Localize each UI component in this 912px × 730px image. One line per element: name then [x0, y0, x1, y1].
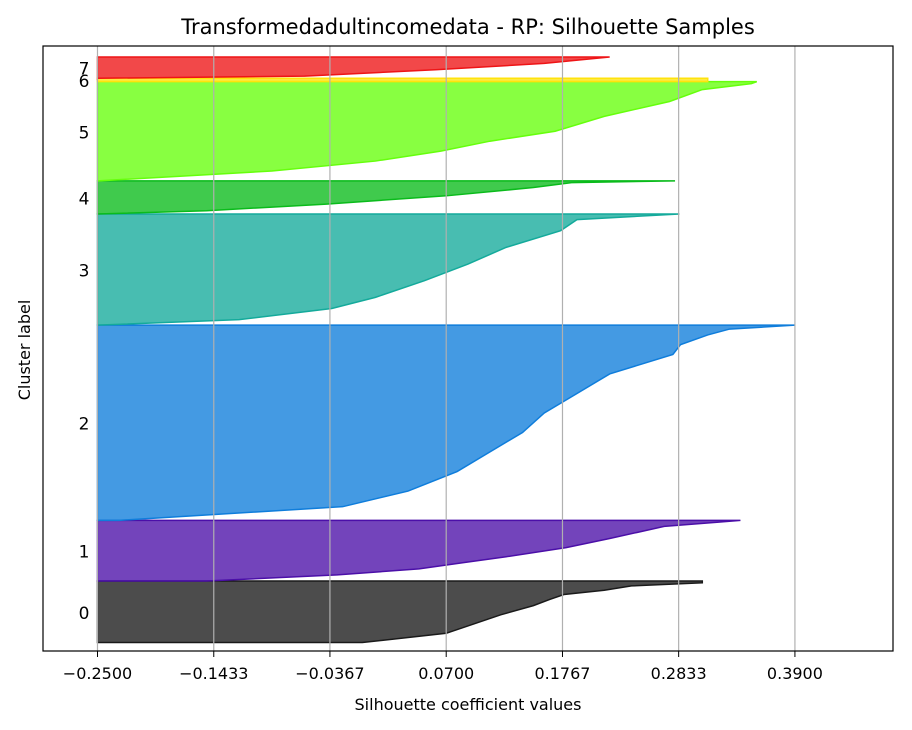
chart-title: Transformedadultincomedata - RP: Silhoue… [180, 15, 755, 39]
x-tick-label: 0.0700 [418, 664, 474, 683]
cluster-4-silhouette [96, 180, 676, 215]
cluster-label-5: 5 [79, 123, 90, 143]
cluster-label-6: 6 [79, 72, 90, 92]
y-axis-label: Cluster label [15, 300, 34, 401]
x-tick-label: −0.1433 [179, 664, 248, 683]
cluster-1-silhouette [96, 519, 741, 582]
x-tick-label: −0.2500 [63, 664, 132, 683]
x-tick-label: 0.3900 [767, 664, 823, 683]
cluster-6-silhouette [96, 77, 709, 83]
cluster-5-silhouette [96, 80, 758, 182]
cluster-label-4: 4 [79, 189, 90, 209]
x-axis-label: Silhouette coefficient values [355, 695, 582, 714]
cluster-label-0: 0 [79, 604, 90, 624]
x-tick-label: 0.1767 [534, 664, 590, 683]
cluster-label-1: 1 [79, 543, 90, 563]
cluster-label-2: 2 [79, 415, 90, 435]
plot-area: 0 1 2 3 4 5 67 [42, 45, 894, 652]
x-axis: −0.2500 −0.1433 −0.0367 0.0700 0.1767 0.2833 0… [63, 651, 823, 683]
cluster-7-silhouette [96, 56, 610, 81]
cluster-3-silhouette [96, 213, 680, 326]
cluster-0-silhouette [96, 580, 704, 644]
cluster-label-3: 3 [79, 262, 90, 282]
cluster-label-7: 7 [79, 60, 90, 80]
x-tick-label: 0.2833 [651, 664, 707, 683]
plot-frame [42, 45, 894, 652]
x-tick-label: −0.0367 [295, 664, 364, 683]
